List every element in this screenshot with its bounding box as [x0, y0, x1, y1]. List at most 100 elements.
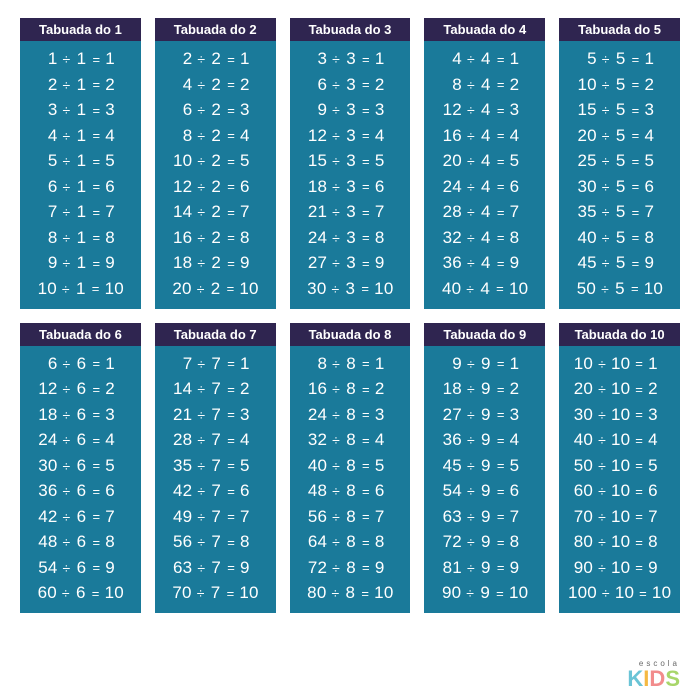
division-row: 16÷4=4: [430, 126, 539, 146]
division-row: 18÷6=3: [26, 405, 135, 425]
divisor: 4: [480, 126, 492, 146]
divisor: 4: [480, 253, 492, 273]
equals-icon: =: [360, 103, 372, 118]
quotient: 9: [105, 253, 123, 273]
divisor: 10: [611, 430, 630, 450]
quotient: 8: [648, 532, 666, 552]
equals-icon: =: [633, 535, 645, 550]
dividend: 20: [442, 151, 462, 171]
dividend: 14: [172, 379, 192, 399]
divide-icon: ÷: [330, 407, 342, 423]
divisor: 7: [210, 456, 222, 476]
quotient: 6: [240, 177, 258, 197]
divide-icon: ÷: [599, 281, 611, 297]
divide-icon: ÷: [61, 128, 73, 144]
divide-icon: ÷: [465, 102, 477, 118]
divide-icon: ÷: [600, 204, 612, 220]
equals-icon: =: [90, 356, 102, 371]
divide-icon: ÷: [61, 230, 73, 246]
division-row: 10÷2=5: [161, 151, 270, 171]
divisor: 7: [210, 481, 222, 501]
quotient: 10: [239, 583, 258, 603]
quotient: 3: [644, 100, 662, 120]
divide-icon: ÷: [61, 509, 73, 525]
divisor: 5: [614, 279, 626, 299]
quotient: 7: [105, 202, 123, 222]
divide-icon: ÷: [596, 432, 608, 448]
dividend: 56: [172, 532, 192, 552]
divide-icon: ÷: [330, 560, 342, 576]
equals-icon: =: [90, 103, 102, 118]
divisor: 8: [345, 532, 357, 552]
quotient: 2: [644, 75, 662, 95]
equals-icon: =: [90, 382, 102, 397]
divide-icon: ÷: [465, 230, 477, 246]
divide-icon: ÷: [464, 281, 476, 297]
equals-icon: =: [495, 230, 507, 245]
divide-icon: ÷: [600, 179, 612, 195]
divisor: 9: [480, 532, 492, 552]
divide-icon: ÷: [61, 432, 73, 448]
division-row: 35÷7=5: [161, 456, 270, 476]
dividend: 63: [442, 507, 462, 527]
dividend: 35: [577, 202, 597, 222]
divisor: 2: [210, 49, 222, 69]
quotient: 3: [510, 100, 528, 120]
table-card-1: Tabuada do 11÷1=12÷1=23÷1=34÷1=45÷1=56÷1…: [20, 18, 141, 309]
divide-icon: ÷: [61, 483, 73, 499]
divisor: 3: [345, 253, 357, 273]
divisor: 2: [210, 279, 222, 299]
divisor: 3: [345, 202, 357, 222]
divide-icon: ÷: [596, 509, 608, 525]
divisor: 9: [480, 456, 492, 476]
equals-icon: =: [225, 535, 237, 550]
table-body: 1÷1=12÷1=23÷1=34÷1=45÷1=56÷1=67÷1=78÷1=8…: [20, 41, 141, 309]
dividend: 4: [442, 49, 462, 69]
dividend: 5: [38, 151, 58, 171]
dividend: 30: [573, 405, 593, 425]
dividend: 50: [573, 456, 593, 476]
dividend: 60: [37, 583, 57, 603]
equals-icon: =: [633, 509, 645, 524]
quotient: 1: [510, 354, 528, 374]
table-header: Tabuada do 1: [20, 18, 141, 41]
divide-icon: ÷: [465, 560, 477, 576]
divisor: 9: [480, 354, 492, 374]
dividend: 45: [442, 456, 462, 476]
equals-icon: =: [495, 356, 507, 371]
divide-icon: ÷: [195, 458, 207, 474]
divide-icon: ÷: [465, 509, 477, 525]
quotient: 4: [105, 126, 123, 146]
dividend: 36: [442, 253, 462, 273]
division-row: 30÷10=3: [565, 405, 674, 425]
division-row: 3÷3=1: [296, 49, 405, 69]
division-row: 90÷10=9: [565, 558, 674, 578]
table-header: Tabuada do 2: [155, 18, 276, 41]
divide-icon: ÷: [600, 51, 612, 67]
division-row: 72÷8=9: [296, 558, 405, 578]
quotient: 3: [105, 405, 123, 425]
table-card-2: Tabuada do 22÷2=14÷2=26÷2=38÷2=410÷2=512…: [155, 18, 276, 309]
dividend: 24: [442, 177, 462, 197]
quotient: 8: [510, 532, 528, 552]
divisor: 9: [480, 481, 492, 501]
divide-icon: ÷: [465, 51, 477, 67]
dividend: 40: [307, 456, 327, 476]
tables-grid: Tabuada do 11÷1=12÷1=23÷1=34÷1=45÷1=56÷1…: [20, 18, 680, 613]
divisor: 10: [611, 405, 630, 425]
dividend: 54: [38, 558, 58, 578]
divisor: 5: [615, 75, 627, 95]
division-row: 20÷5=4: [565, 126, 674, 146]
division-row: 20÷10=2: [565, 379, 674, 399]
division-row: 27÷3=9: [296, 253, 405, 273]
divisor: 1: [75, 202, 87, 222]
equals-icon: =: [90, 281, 102, 296]
divide-icon: ÷: [600, 128, 612, 144]
divisor: 6: [75, 379, 87, 399]
table-header: Tabuada do 9: [424, 323, 545, 346]
divisor: 6: [75, 558, 87, 578]
table-card-10: Tabuada do 1010÷10=120÷10=230÷10=340÷10=…: [559, 323, 680, 614]
divide-icon: ÷: [600, 230, 612, 246]
equals-icon: =: [495, 433, 507, 448]
quotient: 7: [375, 507, 393, 527]
